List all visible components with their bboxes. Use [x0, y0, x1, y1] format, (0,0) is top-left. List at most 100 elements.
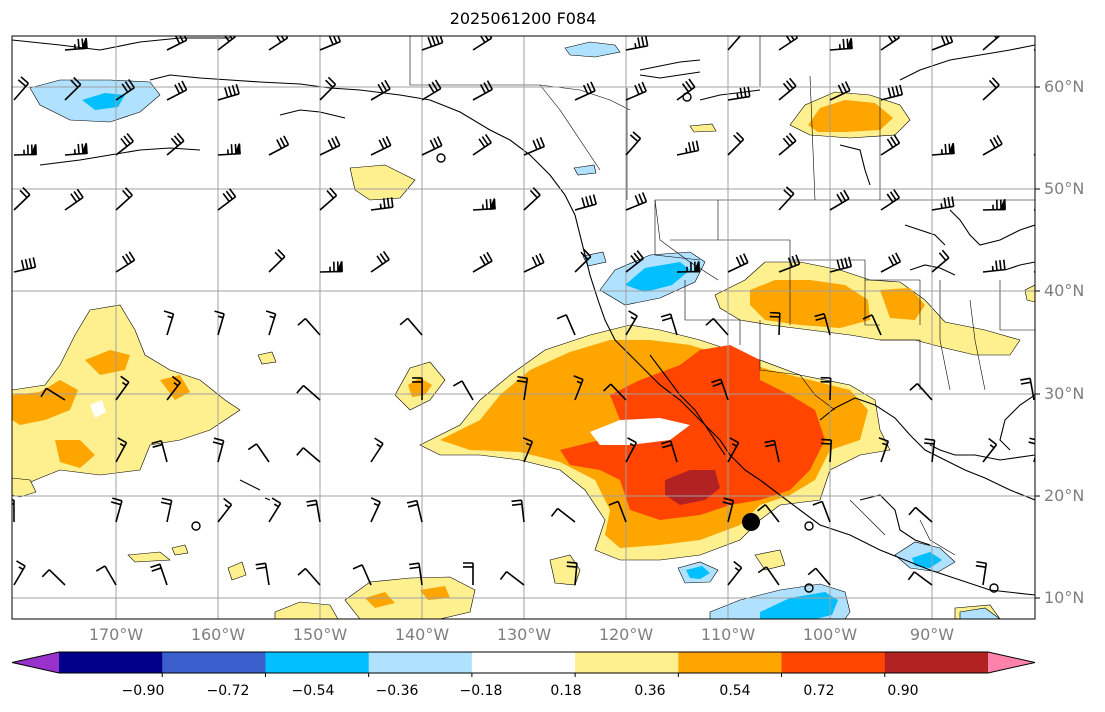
lat-label-50n: 50°N: [1044, 179, 1085, 198]
colorbar-segment: [884, 652, 989, 673]
wind-barb: [64, 143, 88, 156]
colorbar-tick-label: 0.18: [550, 683, 582, 699]
wind-barb: [406, 499, 423, 523]
wind-barb: [217, 36, 237, 51]
wind-barb: [608, 500, 627, 523]
wind-barb: [522, 437, 534, 463]
wind-barb: [166, 80, 188, 101]
wind-barb: [909, 382, 933, 401]
calm-wind-marker: [989, 583, 999, 593]
lon-label-90w: 90°W: [909, 625, 955, 644]
wind-barb: [319, 187, 338, 211]
wind-barb: [115, 133, 134, 156]
wind-barb: [880, 84, 904, 101]
wind-barb: [352, 564, 372, 586]
wind-barb: [676, 261, 700, 273]
wind-barb: [722, 497, 735, 523]
wind-barb: [150, 563, 168, 586]
lon-label-170w: 170°W: [88, 625, 144, 644]
wind-barb: [523, 187, 541, 211]
wind-barb: [296, 384, 321, 401]
wind-barb: [115, 437, 128, 463]
positive-anomaly-area: [12, 380, 78, 425]
wind-barb: [676, 140, 700, 156]
lat-label-40n: 40°N: [1044, 281, 1085, 300]
colorbar-tick-label: −0.54: [291, 683, 335, 699]
wind-barb: [463, 562, 474, 586]
wind-barb: [556, 314, 576, 336]
wind-barb: [319, 76, 337, 101]
wind-barb: [574, 248, 592, 273]
wind-barb: [421, 136, 443, 156]
wind-barb: [1020, 377, 1035, 401]
wind-barb: [13, 144, 37, 156]
wind-barb: [660, 313, 678, 336]
wind-barb: [41, 569, 66, 586]
wind-barb: [982, 199, 1006, 211]
wind-barb: [1033, 209, 1035, 211]
positive-anomaly-area: [808, 100, 893, 132]
wind-barb: [523, 253, 545, 273]
positive-anomaly-area: [880, 288, 925, 320]
negative-anomaly-area: [625, 262, 690, 292]
wind-barb: [982, 36, 1001, 51]
map-title: 2025061200 F084: [449, 9, 597, 28]
wind-barb: [711, 378, 729, 401]
wind-barb: [370, 197, 394, 211]
wind-barb: [829, 256, 853, 273]
wind-barb: [1033, 153, 1035, 156]
wind-barb: [511, 499, 525, 523]
wind-barb: [727, 86, 751, 101]
wind-barb: [982, 134, 1003, 156]
wind-barb: [319, 136, 341, 156]
wind-barb: [908, 506, 933, 523]
wind-barb: [297, 567, 321, 586]
wind-barb: [115, 187, 133, 211]
wind-barb: [399, 317, 423, 336]
colorbar-segment: [265, 652, 370, 673]
wind-barb: [115, 251, 136, 273]
lat-label-60n: 60°N: [1044, 77, 1085, 96]
wind-barb: [166, 375, 181, 401]
wind-barb: [727, 131, 745, 156]
colorbar-tick-label: 0.72: [803, 683, 835, 699]
wind-barb: [924, 438, 936, 463]
wind-barb: [573, 375, 584, 401]
wind-barb: [421, 36, 444, 51]
wind-barb: [880, 189, 900, 211]
wind-barb: [64, 37, 88, 51]
lat-label-10n: 10°N: [1044, 588, 1085, 607]
positive-anomaly-area: [55, 440, 95, 468]
calm-wind-markers: [191, 92, 999, 593]
wind-barb: [1033, 270, 1035, 273]
wind-barb: [64, 188, 84, 211]
colorbar-tick-label: −0.18: [459, 683, 503, 699]
positive-anomaly-area: [365, 592, 395, 608]
wind-barb: [95, 565, 117, 586]
colorbar: [11, 651, 1036, 677]
negative-anomaly-area: [912, 552, 942, 568]
wind-barb: [829, 189, 850, 211]
colorbar-tick-label: 0.36: [634, 683, 666, 699]
positive-anomaly-area: [171, 544, 189, 556]
wind-barb: [769, 311, 781, 336]
wind-barb: [217, 83, 240, 101]
map-frame: [11, 35, 1036, 620]
wind-barb: [268, 497, 282, 523]
positive-anomaly-area: [349, 164, 416, 201]
wind-barb: [727, 253, 749, 273]
negative-anomaly-area: [760, 592, 838, 619]
lon-label-110w: 110°W: [700, 625, 756, 644]
colorbar-segment: [368, 652, 473, 673]
colorbar-segment: [162, 652, 266, 673]
positive-anomaly-area: [754, 549, 786, 571]
wind-barb: [550, 507, 576, 523]
colorbar-segment: [781, 652, 886, 673]
calm-wind-marker: [191, 521, 201, 531]
wind-barb: [247, 443, 270, 463]
wind-barb: [217, 143, 241, 156]
lon-label-140w: 140°W: [394, 625, 450, 644]
wind-barb: [499, 570, 525, 586]
wind-barb: [727, 437, 740, 463]
wind-barb: [829, 81, 851, 101]
